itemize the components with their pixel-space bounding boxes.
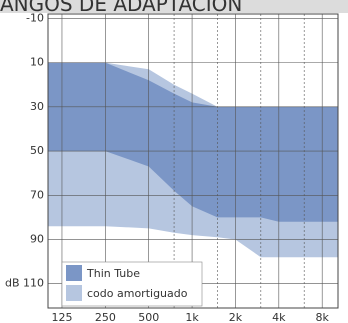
x-tick-label: 250 <box>95 311 116 323</box>
chart-title: ANGOS DE ADAPTACIÓN <box>0 0 242 16</box>
legend-box <box>61 261 203 307</box>
x-tick-label: 4k <box>272 311 286 323</box>
y-tick-label: -10 <box>26 11 44 24</box>
y-tick-label: 90 <box>30 232 44 245</box>
title-bar <box>0 0 348 13</box>
legend-label: Thin Tube <box>86 267 140 280</box>
plot-frame <box>47 13 339 309</box>
y-tick-label: dB 110 <box>5 277 44 290</box>
legend-swatch <box>66 285 82 301</box>
y-tick-label: 70 <box>30 188 44 201</box>
legend-swatch <box>66 265 82 281</box>
y-tick-label: 50 <box>30 144 44 157</box>
x-tick-label: 2k <box>229 311 243 323</box>
legend-label: codo amortiguado <box>87 287 188 300</box>
y-tick-label: 30 <box>30 100 44 113</box>
x-tick-label: 1k <box>185 311 199 323</box>
x-tick-label: 125 <box>51 311 72 323</box>
x-tick-label: 500 <box>138 311 159 323</box>
y-tick-label: 10 <box>30 56 44 69</box>
x-tick-label: 8k <box>316 311 330 323</box>
band-area <box>48 62 338 222</box>
